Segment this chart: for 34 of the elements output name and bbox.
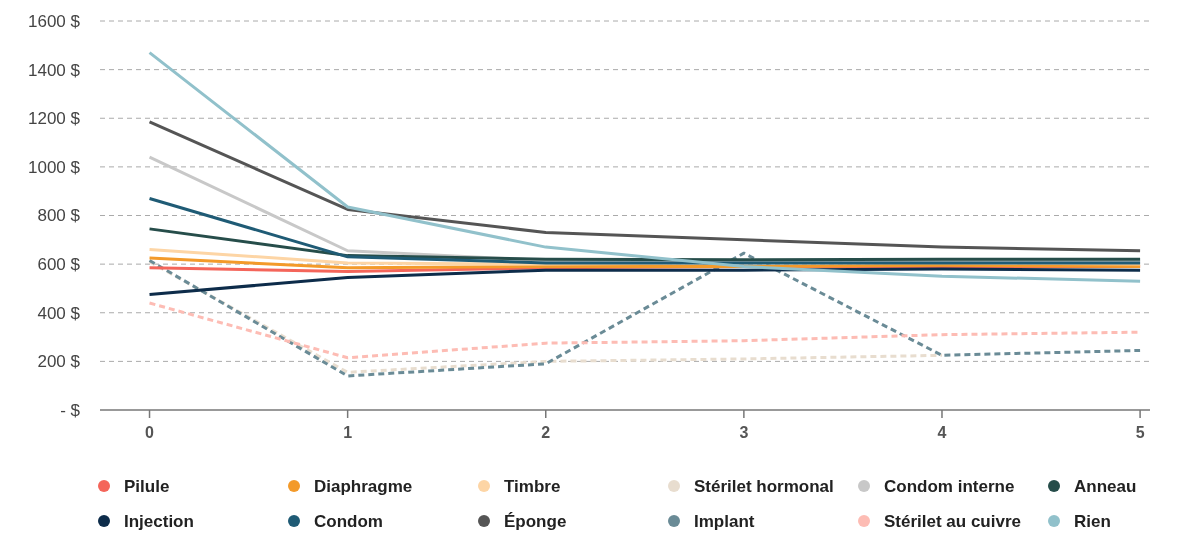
legend-label: Rien (1074, 511, 1111, 531)
line-series (148, 51, 1142, 283)
legend-label: Diaphragme (314, 476, 413, 496)
legend-label: Anneau (1074, 476, 1137, 496)
y-tick-label: 200 $ (37, 352, 81, 372)
y-tick-label: 1200 $ (28, 109, 81, 129)
x-tick-label: 1 (343, 424, 353, 441)
legend-label: Injection (124, 511, 194, 531)
line-series (148, 227, 1142, 262)
y-tick-label: 1000 $ (28, 157, 81, 177)
line-series (148, 256, 1142, 270)
line-series (148, 267, 1142, 297)
x-tick-label: 5 (1135, 424, 1145, 441)
legend-label: Condom interne (884, 476, 1015, 496)
legend-label: Pilule (124, 476, 170, 496)
y-tick-label: - $ (60, 400, 81, 420)
legend-label: Implant (694, 511, 755, 531)
legend-label: Éponge (504, 511, 567, 531)
legend-label: Stérilet hormonal (694, 476, 834, 496)
x-tick-label: 0 (145, 424, 155, 441)
legend-label: Timbre (504, 476, 561, 496)
y-tick-label: 800 $ (37, 206, 81, 226)
x-tick-label: 3 (739, 424, 749, 441)
line-series (148, 120, 1142, 253)
line-series (148, 251, 1142, 378)
legend-label: Stérilet au cuivre (884, 511, 1022, 531)
x-tick-label: 2 (541, 424, 551, 441)
y-tick-label: 400 $ (37, 303, 81, 323)
y-tick-label: 1400 $ (28, 60, 81, 80)
x-tick-label: 4 (937, 424, 947, 441)
legend-label: Condom (314, 511, 383, 531)
line-series (148, 260, 944, 374)
y-tick-label: 1600 $ (28, 11, 81, 31)
y-tick-label: 600 $ (37, 255, 81, 275)
